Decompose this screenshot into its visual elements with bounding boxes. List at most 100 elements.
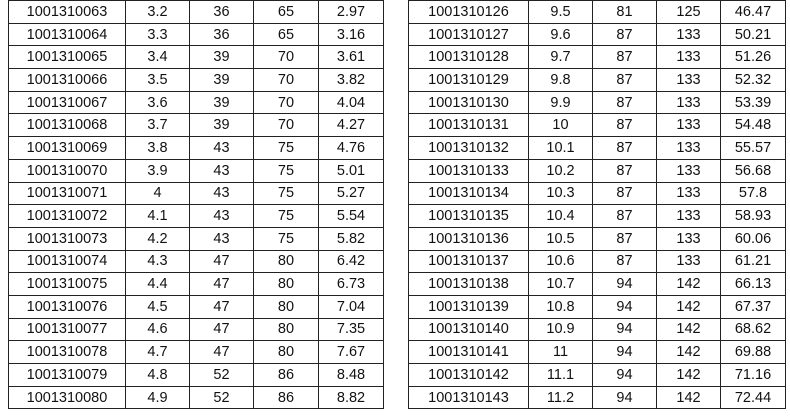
table-cell: 43 (189, 204, 254, 228)
table-cell: 75 (253, 181, 319, 206)
table-cell: 94 (592, 340, 657, 364)
table-cell: 39 (189, 68, 254, 92)
table-cell: 39 (189, 113, 254, 138)
table-cell: 10.9 (528, 317, 593, 342)
table-cell: 87 (592, 45, 657, 70)
table-cell: 1001310143 (408, 385, 529, 410)
table-cell: 87 (592, 113, 657, 138)
table-cell: 54.48 (720, 113, 786, 138)
table-cell: 1001310130 (408, 90, 529, 115)
table-cell: 133 (656, 204, 721, 228)
table-cell: 1001310128 (408, 45, 529, 70)
table-cell: 52 (189, 363, 254, 387)
table-cell: 87 (592, 158, 657, 183)
table-row: 1001310072 4.1 43 75 5.54 (8, 204, 384, 228)
table-cell: 1001310068 (8, 113, 126, 138)
table-cell: 1001310077 (8, 317, 126, 342)
table-cell: 133 (656, 181, 721, 206)
table-cell: 1001310075 (8, 272, 126, 296)
table-cell: 8.48 (318, 363, 384, 387)
table-cell: 60.06 (720, 226, 786, 251)
table-cell: 94 (592, 385, 657, 410)
table-cell: 52 (189, 385, 254, 410)
table-cell: 9.6 (528, 22, 593, 47)
table-cell: 1001310076 (8, 294, 126, 319)
table-cell: 87 (592, 204, 657, 228)
table-row: 1001310074 4.3 47 80 6.42 (8, 249, 384, 274)
table-cell: 43 (189, 181, 254, 206)
table-cell: 1001310139 (408, 294, 529, 319)
table-row: 1001310073 4.2 43 75 5.82 (8, 226, 384, 251)
table-cell: 50.21 (720, 22, 786, 47)
table-cell: 94 (592, 294, 657, 319)
table-cell: 9.7 (528, 45, 593, 70)
table-cell: 3.82 (318, 68, 384, 92)
table-row: 1001310138 10.7 94 142 66.13 (408, 272, 786, 296)
table-cell: 4.27 (318, 113, 384, 138)
table-cell: 1001310131 (408, 113, 529, 138)
table-cell: 4.04 (318, 90, 384, 115)
table-cell: 75 (253, 136, 319, 160)
table-cell: 4.1 (125, 204, 190, 228)
table-row: 1001310070 3.9 43 75 5.01 (8, 158, 384, 183)
table-cell: 7.04 (318, 294, 384, 319)
table-cell: 133 (656, 45, 721, 70)
table-cell: 10 (528, 113, 593, 138)
table-cell: 87 (592, 22, 657, 47)
table-cell: 1001310065 (8, 45, 126, 70)
table-cell: 47 (189, 249, 254, 274)
table-cell: 94 (592, 363, 657, 387)
table-cell: 1001310127 (408, 22, 529, 47)
table-cell: 94 (592, 272, 657, 296)
table-cell: 8.82 (318, 385, 384, 410)
table-row: 1001310064 3.3 36 65 3.16 (8, 22, 384, 47)
table-cell: 10.5 (528, 226, 593, 251)
table-cell: 9.8 (528, 68, 593, 92)
table-cell: 70 (253, 45, 319, 70)
table-cell: 4 (125, 181, 190, 206)
table-cell: 4.8 (125, 363, 190, 387)
table-cell: 1001310136 (408, 226, 529, 251)
table-row: 1001310069 3.8 43 75 4.76 (8, 136, 384, 160)
table-row: 1001310063 3.2 36 65 2.97 (8, 0, 384, 24)
table-cell: 65 (253, 0, 319, 24)
table-cell: 3.9 (125, 158, 190, 183)
table-row: 1001310068 3.7 39 70 4.27 (8, 113, 384, 138)
table-cell: 6.42 (318, 249, 384, 274)
table-cell: 61.21 (720, 249, 786, 274)
table-cell: 66.13 (720, 272, 786, 296)
table-row: 1001310079 4.8 52 86 8.48 (8, 363, 384, 387)
table-row: 1001310065 3.4 39 70 3.61 (8, 45, 384, 70)
table-cell: 56.68 (720, 158, 786, 183)
table-cell: 75 (253, 158, 319, 183)
table-cell: 55.57 (720, 136, 786, 160)
table-cell: 1001310142 (408, 363, 529, 387)
table-cell: 46.47 (720, 0, 786, 24)
table-cell: 1001310070 (8, 158, 126, 183)
table-cell: 1001310126 (408, 0, 529, 24)
table-cell: 53.39 (720, 90, 786, 115)
table-cell: 3.3 (125, 22, 190, 47)
table-cell: 1001310064 (8, 22, 126, 47)
table-row: 1001310127 9.6 87 133 50.21 (408, 22, 786, 47)
table-cell: 133 (656, 158, 721, 183)
table-cell: 10.7 (528, 272, 593, 296)
table-cell: 39 (189, 45, 254, 70)
table-cell: 87 (592, 136, 657, 160)
table-cell: 142 (656, 317, 721, 342)
table-row: 1001310076 4.5 47 80 7.04 (8, 294, 384, 319)
table-cell: 51.26 (720, 45, 786, 70)
table-row: 1001310080 4.9 52 86 8.82 (8, 385, 384, 410)
table-cell: 86 (253, 363, 319, 387)
table-cell: 142 (656, 340, 721, 364)
table-cell: 3.8 (125, 136, 190, 160)
table-cell: 1001310134 (408, 181, 529, 206)
table-cell: 3.5 (125, 68, 190, 92)
table-cell: 1001310133 (408, 158, 529, 183)
table-cell: 1001310069 (8, 136, 126, 160)
table-cell: 58.93 (720, 204, 786, 228)
table-row: 1001310067 3.6 39 70 4.04 (8, 90, 384, 115)
table-cell: 1001310067 (8, 90, 126, 115)
table-cell: 87 (592, 181, 657, 206)
table-cell: 133 (656, 249, 721, 274)
